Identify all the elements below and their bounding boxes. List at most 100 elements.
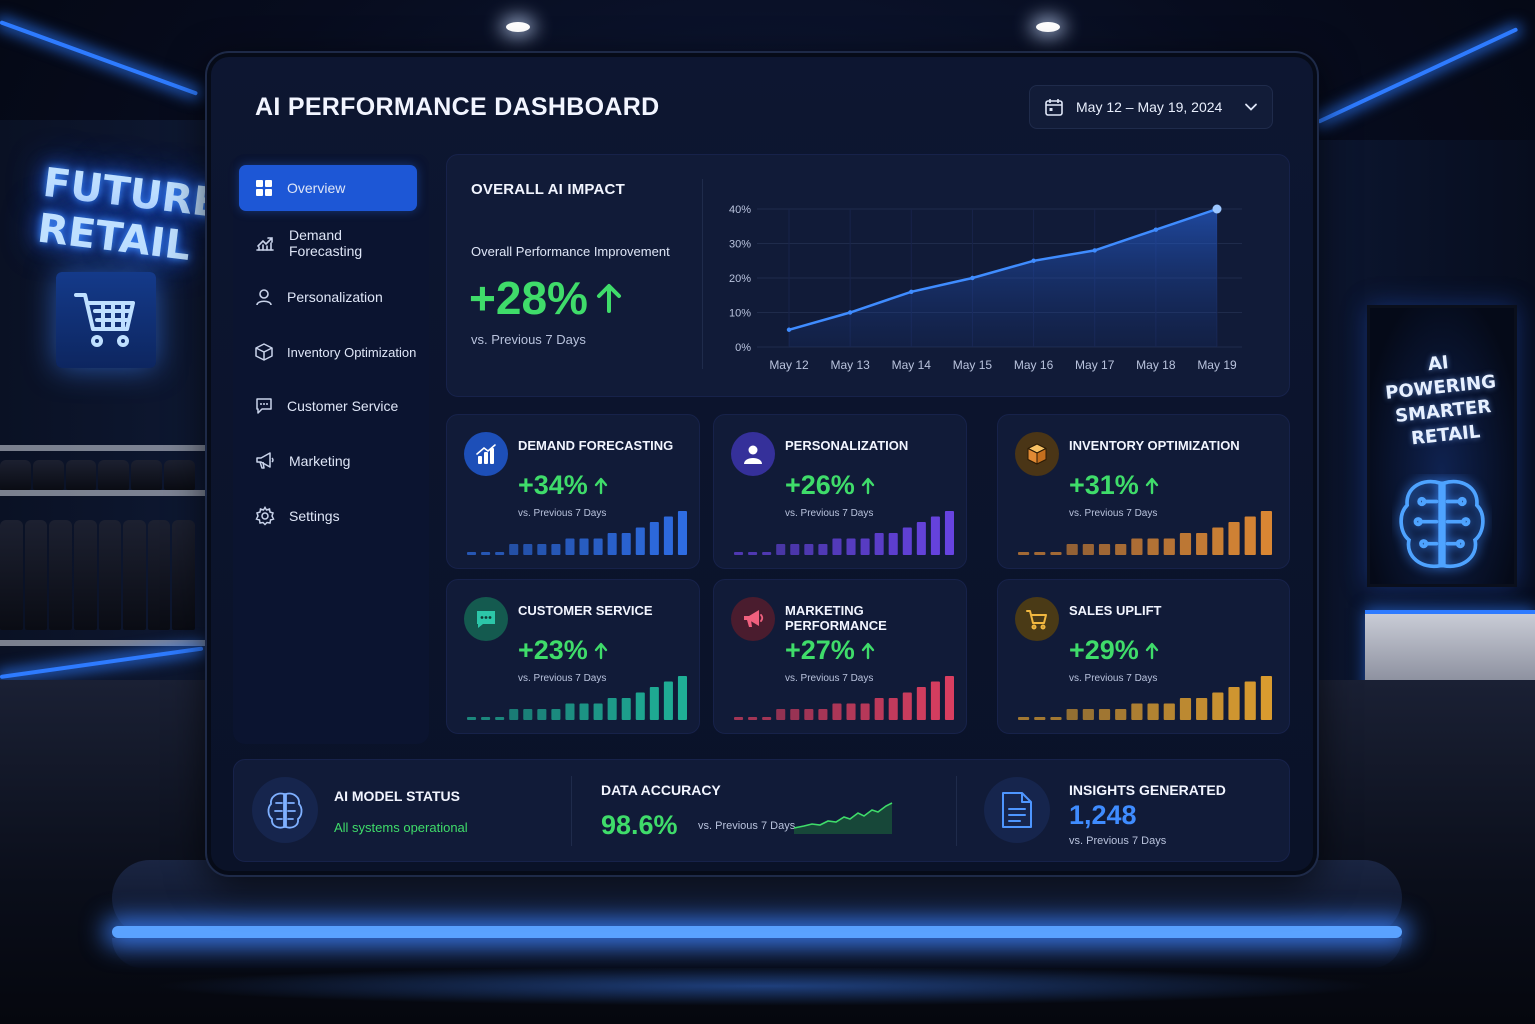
chart-data-point bbox=[1092, 248, 1097, 253]
kpi-card-inventory-optimization[interactable]: INVENTORY OPTIMIZATION +31% vs. Previous… bbox=[997, 414, 1290, 569]
sidebar-item-settings[interactable]: Settings bbox=[239, 493, 417, 539]
arrow-up-icon bbox=[594, 477, 608, 494]
kpi-trend-bar bbox=[607, 698, 617, 720]
chart-data-point bbox=[1031, 258, 1036, 263]
kpi-trend-bar bbox=[1163, 538, 1175, 555]
kpi-trend-bar bbox=[635, 692, 645, 720]
kpi-trend-bar bbox=[790, 544, 800, 555]
kpi-trend-bar bbox=[888, 698, 898, 720]
ai-wall-display-text: AI POWERING SMARTER RETAIL bbox=[1384, 352, 1498, 450]
kpi-trend-bar bbox=[930, 516, 940, 555]
calendar-icon bbox=[1045, 99, 1063, 116]
kpi-trend-bar bbox=[748, 552, 758, 555]
kpi-card-marketing-performance[interactable]: MARKETING PERFORMANCE +27% vs. Previous … bbox=[713, 579, 967, 734]
kpi-card-demand-forecasting[interactable]: DEMAND FORECASTING +34% vs. Previous 7 D… bbox=[446, 414, 700, 569]
gear-icon bbox=[255, 506, 275, 526]
kpi-trend-bar bbox=[1066, 544, 1078, 555]
kpi-icon-badge bbox=[1015, 597, 1059, 641]
folded-clothes bbox=[0, 460, 195, 490]
page-title: AI PERFORMANCE DASHBOARD bbox=[255, 93, 660, 121]
megaphone-icon bbox=[256, 452, 274, 469]
kpi-comparison: vs. Previous 7 Days bbox=[518, 673, 607, 684]
kpi-trend-bar bbox=[860, 703, 870, 720]
kpi-trend-bar bbox=[1018, 717, 1030, 720]
ai-model-icon-badge bbox=[252, 777, 318, 843]
box-icon bbox=[1027, 443, 1047, 465]
kpi-trend-bar bbox=[1034, 717, 1046, 720]
kpi-trend-bar bbox=[846, 703, 856, 720]
chart-x-tick-label: May 17 bbox=[1075, 358, 1115, 372]
accuracy-sparkline bbox=[793, 802, 893, 834]
kpi-trend-bar bbox=[481, 552, 491, 555]
kpi-trend-bar bbox=[1212, 692, 1224, 720]
chat-icon bbox=[256, 398, 272, 414]
overall-impact-panel: OVERALL AI IMPACT Overall Performance Im… bbox=[446, 154, 1290, 397]
kpi-trend-bar bbox=[537, 544, 547, 555]
kpi-icon-badge bbox=[464, 432, 508, 476]
kpi-trend-bars bbox=[1018, 511, 1272, 555]
kpi-trend-bar bbox=[874, 533, 884, 555]
sidebar-item-personalization[interactable]: Personalization bbox=[239, 274, 417, 320]
overall-impact-value-text: +28% bbox=[469, 272, 588, 324]
kpi-trend-bar bbox=[1212, 527, 1224, 555]
brain-icon bbox=[267, 792, 303, 829]
kpi-value: +34% bbox=[518, 470, 608, 501]
kpi-comparison: vs. Previous 7 Days bbox=[518, 508, 607, 519]
kpi-trend-bar bbox=[537, 709, 547, 720]
chart-x-tick-label: May 14 bbox=[892, 358, 932, 372]
kpi-title: CUSTOMER SERVICE bbox=[518, 603, 653, 618]
kpi-trend-bar bbox=[663, 516, 673, 555]
kpi-trend-bar bbox=[1082, 544, 1094, 555]
kpi-trend-bar bbox=[1050, 717, 1062, 720]
sidebar-item-label: Inventory Optimization bbox=[287, 344, 417, 360]
overall-impact-chart: 0% 10% 20% 30% 40% May 12 May 13 May 14 May 15 Ma… bbox=[729, 204, 1242, 372]
kpi-card-personalization[interactable]: PERSONALIZATION +26% vs. Previous 7 Days bbox=[713, 414, 967, 569]
status-bar: AI MODEL STATUS All systems operational … bbox=[233, 759, 1290, 862]
kpi-trend-bar bbox=[944, 676, 954, 720]
kpi-trend-bar bbox=[1196, 533, 1208, 555]
shelf bbox=[0, 640, 205, 646]
kpi-title: INVENTORY OPTIMIZATION bbox=[1069, 438, 1240, 453]
kpi-value-text: +34% bbox=[518, 470, 588, 500]
kpi-value-text: +29% bbox=[1069, 635, 1139, 665]
future-retail-sign: FUTURE RETAIL bbox=[35, 160, 223, 270]
arrow-up-icon bbox=[1145, 477, 1159, 494]
sidebar-item-overview[interactable]: Overview bbox=[239, 165, 417, 211]
kpi-title: PERSONALIZATION bbox=[785, 438, 909, 453]
kpi-icon-badge bbox=[464, 597, 508, 641]
kpi-trend-bar bbox=[677, 511, 687, 555]
floor-glow bbox=[150, 966, 1380, 1006]
grid-icon bbox=[256, 180, 272, 196]
sidebar-item-demand-forecasting[interactable]: Demand Forecasting bbox=[239, 220, 417, 266]
kpi-trend-bar bbox=[467, 717, 477, 720]
sidebar-item-customer-service[interactable]: Customer Service bbox=[239, 383, 417, 429]
date-range-picker[interactable]: May 12 – May 19, 2024 bbox=[1029, 85, 1273, 129]
kpi-title: DEMAND FORECASTING bbox=[518, 438, 674, 453]
kpi-trend-bar bbox=[818, 544, 828, 555]
kpi-card-customer-service[interactable]: CUSTOMER SERVICE +23% vs. Previous 7 Day… bbox=[446, 579, 700, 734]
kpi-trend-bars bbox=[1018, 676, 1272, 720]
kpi-trend-bar bbox=[1034, 552, 1046, 555]
kpi-trend-bar bbox=[579, 703, 589, 720]
kpi-value-text: +26% bbox=[785, 470, 855, 500]
kpi-trend-bar bbox=[1163, 703, 1175, 720]
sidebar-item-label: Customer Service bbox=[287, 398, 399, 414]
sidebar-item-marketing[interactable]: Marketing bbox=[239, 438, 417, 484]
kpi-trend-bar bbox=[1228, 522, 1240, 555]
kpi-trend-bar bbox=[804, 709, 814, 720]
kpi-trend-bar bbox=[509, 709, 519, 720]
user-icon bbox=[744, 445, 762, 464]
kpi-card-sales-uplift[interactable]: SALES UPLIFT +29% vs. Previous 7 Days bbox=[997, 579, 1290, 734]
document-icon bbox=[1002, 792, 1032, 828]
overall-impact-subtitle: Overall Performance Improvement bbox=[471, 244, 670, 259]
kpi-trend-bar bbox=[916, 522, 926, 555]
chart-data-point bbox=[1212, 204, 1222, 214]
kpi-trend-bar bbox=[818, 709, 828, 720]
kpi-trend-bar bbox=[593, 538, 603, 555]
arrow-up-icon bbox=[594, 642, 608, 659]
ceiling-neon-strip bbox=[1317, 27, 1519, 124]
sidebar-item-inventory-optimization[interactable]: Inventory Optimization bbox=[239, 329, 417, 375]
hanging-clothes bbox=[0, 520, 195, 630]
chart-data-point bbox=[786, 327, 792, 332]
kpi-trend-bar bbox=[1050, 552, 1062, 555]
